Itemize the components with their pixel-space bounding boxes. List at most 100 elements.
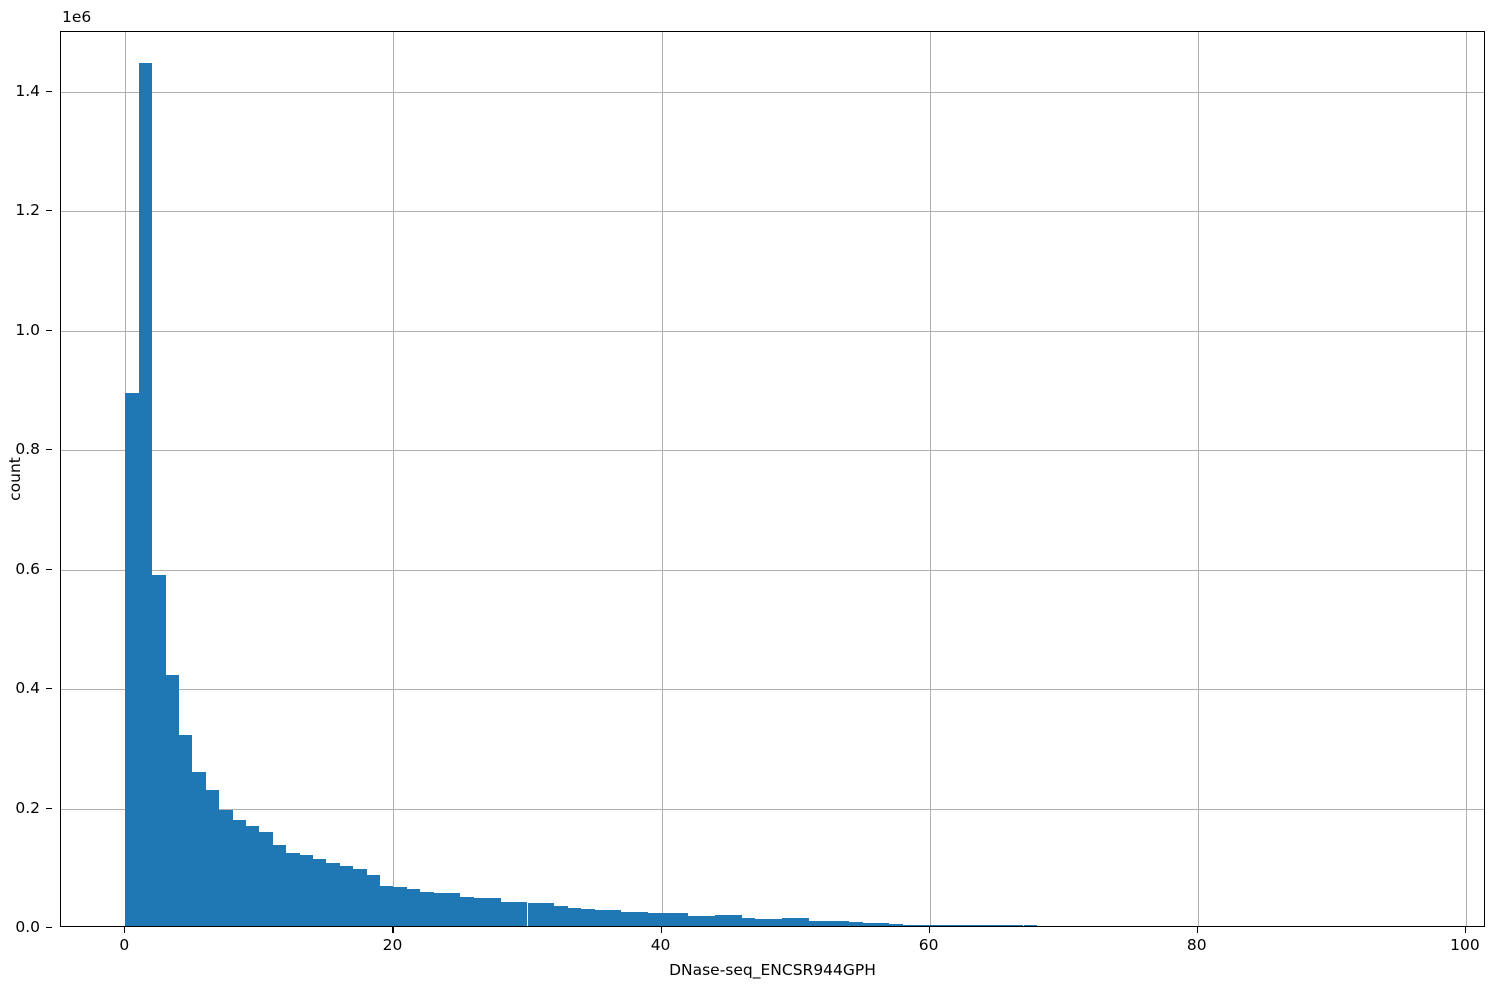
grid-line-horizontal: [61, 91, 1484, 93]
histogram-bar: [205, 790, 220, 926]
histogram-bar: [701, 916, 716, 926]
histogram-bars: [61, 32, 1484, 926]
histogram-bar: [849, 922, 863, 926]
y-axis-tick-label: 1.2: [15, 201, 40, 220]
x-axis-tick-label: 40: [650, 936, 671, 954]
histogram-bar: [889, 924, 903, 926]
histogram-bar: [313, 858, 327, 926]
histogram-bar: [339, 866, 354, 926]
histogram-bar: [380, 885, 394, 926]
histogram-bar: [902, 924, 917, 926]
histogram-bar: [755, 918, 769, 926]
histogram-bar: [581, 909, 595, 926]
histogram-bar: [286, 853, 300, 926]
histogram-bar: [272, 845, 287, 926]
histogram-bar: [420, 891, 434, 926]
histogram-bar: [929, 925, 944, 926]
histogram-bar: [473, 897, 488, 926]
y-axis-tick-mark: [46, 449, 52, 451]
histogram-bar: [809, 921, 823, 926]
histogram-bar: [782, 918, 796, 926]
y-axis-tick-mark: [46, 329, 52, 331]
grid-line-vertical: [393, 32, 395, 926]
histogram-bar: [983, 925, 997, 926]
histogram-bar: [138, 62, 153, 926]
grid-line-horizontal: [61, 450, 1484, 452]
y-axis-offset-label: 1e6: [62, 8, 92, 26]
histogram-bar: [916, 924, 930, 926]
y-axis-tick-mark: [46, 688, 52, 690]
grid-line-vertical: [661, 32, 663, 926]
x-axis-tick-mark: [1196, 927, 1198, 933]
x-axis-tick-mark: [124, 927, 126, 933]
y-axis-tick-mark: [46, 807, 52, 809]
grid-line-horizontal: [61, 689, 1484, 691]
y-axis-tick-mark: [46, 568, 52, 570]
histogram-bar: [245, 825, 260, 926]
histogram-bar: [514, 902, 528, 926]
y-axis-tick-label: 0.2: [15, 798, 40, 817]
histogram-bar: [192, 771, 206, 926]
histogram-bar: [259, 831, 273, 926]
histogram-bar: [326, 863, 340, 926]
histogram-bar: [554, 906, 568, 926]
x-axis-tick-label: 20: [382, 936, 403, 954]
histogram-bar: [661, 913, 675, 926]
x-axis-tick-label: 80: [1186, 936, 1207, 954]
y-axis-tick-label: 0.4: [15, 679, 40, 698]
histogram-bar: [178, 734, 193, 926]
grid-line-vertical: [929, 32, 931, 926]
histogram-bar: [1010, 925, 1024, 926]
y-axis-tick-mark: [46, 90, 52, 92]
grid-line-vertical: [1465, 32, 1467, 926]
x-axis-tick-mark: [392, 927, 394, 933]
histogram-bar: [393, 886, 407, 926]
x-axis-tick-label: 60: [918, 936, 939, 954]
histogram-bar: [540, 903, 555, 926]
histogram-bar: [460, 896, 474, 926]
histogram-bar: [1023, 925, 1037, 926]
histogram-bar: [715, 914, 729, 926]
histogram-bar: [219, 809, 233, 926]
plot-area: [60, 31, 1485, 927]
histogram-bar: [500, 902, 515, 926]
grid-line-horizontal: [61, 569, 1484, 571]
grid-line-horizontal: [61, 808, 1484, 810]
histogram-bar: [607, 910, 622, 926]
histogram-bar: [688, 915, 702, 926]
histogram-bar: [406, 888, 421, 926]
y-axis-tick-area: 0.0 0.2 0.4 0.6 0.8 1.0 1.2 1.4: [0, 31, 52, 936]
histogram-bar: [862, 923, 877, 926]
histogram-bar: [232, 819, 246, 926]
histogram-bar: [876, 923, 890, 926]
y-axis-tick-label: 0.0: [15, 918, 40, 936]
histogram-bar: [567, 908, 582, 926]
x-axis-tick-mark: [660, 927, 662, 933]
histogram-bar: [956, 925, 970, 926]
x-axis-tick-label: 0: [119, 936, 130, 954]
histogram-bar: [152, 574, 166, 926]
histogram-bar: [594, 909, 608, 926]
y-axis-tick-mark: [46, 210, 52, 212]
y-axis-tick-label: 1.0: [15, 320, 40, 339]
y-axis-tick-mark: [46, 927, 52, 929]
histogram-bar: [795, 918, 809, 926]
histogram-bar: [648, 912, 662, 926]
histogram-bar: [447, 893, 461, 926]
histogram-bar: [299, 854, 313, 926]
histogram-bar: [634, 911, 649, 926]
x-axis-tick-mark: [1464, 927, 1466, 933]
y-axis-tick-label: 0.6: [15, 559, 40, 578]
histogram-bar: [768, 919, 783, 926]
histogram-bar: [822, 921, 836, 926]
histogram-bar: [366, 874, 381, 926]
histogram-bar: [527, 902, 541, 926]
histogram-bar: [674, 913, 689, 926]
plot-inner: [61, 32, 1484, 926]
x-axis-tick-label: 100: [1450, 936, 1480, 954]
histogram-bar: [835, 921, 850, 926]
histogram-bar: [741, 918, 756, 926]
histogram-bar: [353, 869, 367, 926]
y-axis-tick-label: 0.8: [15, 440, 40, 459]
